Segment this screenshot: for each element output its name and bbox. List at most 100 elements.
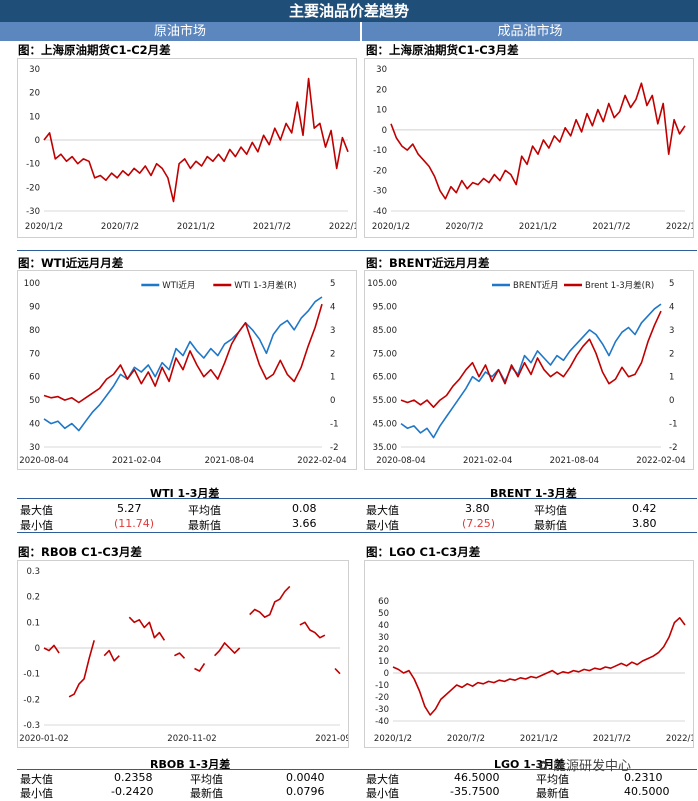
page-banner: 主要油品价差趋势 bbox=[0, 0, 698, 22]
y-tick-label: 60 bbox=[378, 597, 389, 607]
watermark: ✿ 能源研发中心 bbox=[538, 755, 631, 774]
stat-value-new: 3.80 bbox=[632, 517, 657, 530]
stat-value-new: 3.66 bbox=[292, 517, 317, 530]
stats-row-lgo-2: 最小值 -35.7500 最新值 40.5000 bbox=[366, 785, 696, 800]
stats-row-lgo-1: 最大值 46.5000 平均值 0.2310 bbox=[366, 771, 696, 786]
y-tick-label: -10 bbox=[26, 160, 40, 170]
divider bbox=[17, 532, 697, 533]
stats-title-brent: BRENT 1-3月差 bbox=[490, 487, 577, 500]
x-tick-label: 2020/1/2 bbox=[372, 222, 410, 232]
stats-title-wti: WTI 1-3月差 bbox=[150, 487, 220, 500]
y-tick-label: -10 bbox=[375, 681, 389, 691]
legend-label: WTI 1-3月差(R) bbox=[234, 280, 296, 291]
divider bbox=[17, 769, 697, 770]
stats-row-brent-1: 最大值 3.80 平均值 0.42 bbox=[366, 502, 696, 517]
y2-tick-label: -1 bbox=[330, 420, 338, 430]
stats-row-rbob-1: 最大值 0.2358 平均值 0.0040 bbox=[20, 771, 350, 786]
chart-frame-sc-c1c3: 30 20 10 0 -10 -20 -30 -40 2020/1/2 2020/7/2 2021/… bbox=[364, 58, 698, 238]
chart-title-lgo: 图：LGO C1-C3月差 bbox=[366, 545, 481, 559]
chart-wti: 30 40 50 60 70 80 90 100 -2 -1 0 1 2 3 4 5 2020-08-04 202… bbox=[19, 279, 346, 466]
y2-tick-label: 0 bbox=[330, 396, 335, 406]
y-tick-label: 30 bbox=[29, 443, 40, 453]
y-tick-label: 105.00 bbox=[367, 279, 397, 289]
y2-tick-label: -2 bbox=[330, 443, 338, 453]
y-tick-label: 95.00 bbox=[373, 302, 397, 312]
stat-value-min: -0.2420 bbox=[111, 785, 154, 798]
stat-value-new: 0.0796 bbox=[286, 785, 325, 798]
y-tick-label: 30 bbox=[376, 65, 387, 75]
y-tick-label: 60 bbox=[29, 373, 40, 383]
y-tick-label: 10 bbox=[378, 657, 389, 667]
y-tick-label: 50 bbox=[378, 609, 389, 619]
x-tick-label: 2020-01-02 bbox=[19, 734, 68, 744]
series-line-2 bbox=[400, 310, 662, 408]
y2-tick-label: 4 bbox=[330, 302, 335, 312]
y-tick-label: 55.00 bbox=[373, 396, 397, 406]
y2-tick-label: 1 bbox=[330, 373, 335, 383]
y-tick-label: 40 bbox=[29, 420, 40, 430]
y-tick-label: 10 bbox=[376, 106, 387, 116]
chart-sc-c1c2: 30 20 10 0 -10 -20 -30 2020/1/2 2020/7/2 2021/1/2… bbox=[25, 65, 367, 232]
y-tick-label: 70 bbox=[29, 349, 40, 359]
x-tick-label: 2020/1/2 bbox=[25, 222, 63, 232]
x-tick-label: 2021/1/2 bbox=[177, 222, 215, 232]
stat-label: 最新值 bbox=[536, 787, 569, 800]
x-tick-label: 2021/1/2 bbox=[520, 734, 558, 744]
y-tick-label: -0.2 bbox=[23, 695, 40, 705]
stats-title-rbob: RBOB 1-3月差 bbox=[150, 758, 231, 771]
series-line-1 bbox=[400, 303, 662, 439]
chart-frame-lgo: 60 50 40 30 20 10 0 -10 -20 -30 -40 2020/1/2 2020/7/… bbox=[364, 560, 698, 748]
stat-value-max: 3.80 bbox=[465, 502, 490, 515]
divider bbox=[17, 498, 697, 499]
x-tick-label: 2020-08-04 bbox=[19, 456, 68, 466]
divider bbox=[17, 250, 697, 251]
stat-value-avg: 0.2310 bbox=[624, 771, 663, 784]
stat-label: 最大值 bbox=[20, 773, 53, 786]
y2-tick-label: 3 bbox=[669, 326, 674, 336]
chart-frame-wti: 30 40 50 60 70 80 90 100 -2 -1 0 1 2 3 4 5 2020-08-04 202… bbox=[17, 270, 357, 470]
series-line-1 bbox=[43, 296, 323, 432]
stat-value-min: -35.7500 bbox=[450, 785, 500, 798]
y-tick-label: -20 bbox=[375, 693, 389, 703]
y2-tick-label: 0 bbox=[669, 396, 674, 406]
stat-label: 最大值 bbox=[20, 504, 53, 517]
x-tick-label: 2021-08-04 bbox=[205, 456, 254, 466]
y-tick-label: -40 bbox=[375, 717, 389, 727]
stats-row-wti-2: 最小值 (11.74) 最新值 3.66 bbox=[20, 517, 350, 532]
x-tick-label: 2020/7/2 bbox=[101, 222, 139, 232]
stat-label: 最小值 bbox=[20, 519, 53, 532]
y-tick-label: -10 bbox=[373, 146, 387, 156]
chart-title-sc-c1c2: 图：上海原油期货C1-C2月差 bbox=[18, 43, 171, 57]
stat-label: 平均值 bbox=[188, 504, 221, 517]
legend-label: BRENT近月 bbox=[513, 280, 559, 291]
y-tick-label: 0 bbox=[384, 669, 389, 679]
stat-label: 最小值 bbox=[20, 787, 53, 800]
stats-row-brent-2: 最小值 (7.25) 最新值 3.80 bbox=[366, 517, 696, 532]
stat-label: 最新值 bbox=[190, 787, 223, 800]
x-tick-label: 2021/7/2 bbox=[592, 222, 630, 232]
stat-value-max: 0.2358 bbox=[114, 771, 153, 784]
stat-value-min: (7.25) bbox=[462, 517, 496, 530]
stat-value-min: (11.74) bbox=[114, 517, 155, 530]
y2-tick-label: -1 bbox=[669, 420, 677, 430]
series-line-2 bbox=[43, 303, 323, 404]
y2-tick-label: 4 bbox=[669, 302, 674, 312]
y-tick-label: 0.2 bbox=[26, 593, 40, 603]
y-tick-label: -30 bbox=[373, 187, 387, 197]
watermark-text: 能源研发中心 bbox=[553, 759, 632, 774]
stat-value-max: 46.5000 bbox=[454, 771, 500, 784]
series-line-1 bbox=[390, 82, 686, 200]
y2-tick-label: 3 bbox=[330, 326, 335, 336]
y-tick-label: 65.00 bbox=[373, 373, 397, 383]
stat-value-avg: 0.42 bbox=[632, 502, 657, 515]
y-tick-label: -0.1 bbox=[23, 670, 40, 680]
y2-tick-label: 2 bbox=[669, 349, 674, 359]
x-tick-label: 2020/7/2 bbox=[445, 222, 483, 232]
y2-tick-label: 1 bbox=[669, 373, 674, 383]
y-tick-label: 90 bbox=[29, 302, 40, 312]
stat-value-avg: 0.08 bbox=[292, 502, 317, 515]
y2-tick-label: 2 bbox=[330, 349, 335, 359]
stat-label: 最新值 bbox=[188, 519, 221, 532]
chart-lgo: 60 50 40 30 20 10 0 -10 -20 -30 -40 2020/1/2 2020/7/… bbox=[374, 597, 698, 744]
y-tick-label: 75.00 bbox=[373, 349, 397, 359]
